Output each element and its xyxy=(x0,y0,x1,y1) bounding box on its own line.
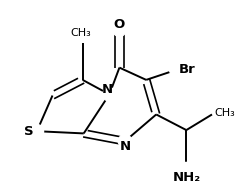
Text: O: O xyxy=(114,18,125,31)
Circle shape xyxy=(118,134,132,148)
Text: N: N xyxy=(120,140,130,153)
Text: N: N xyxy=(102,83,113,96)
Text: NH₂: NH₂ xyxy=(172,171,201,184)
Circle shape xyxy=(113,23,126,36)
Circle shape xyxy=(103,88,116,101)
Circle shape xyxy=(180,162,193,176)
Text: S: S xyxy=(24,125,33,138)
Circle shape xyxy=(30,125,44,138)
Text: CH₃: CH₃ xyxy=(70,28,91,38)
Text: CH₃: CH₃ xyxy=(214,108,235,118)
Text: Br: Br xyxy=(179,63,196,76)
Circle shape xyxy=(170,63,183,77)
